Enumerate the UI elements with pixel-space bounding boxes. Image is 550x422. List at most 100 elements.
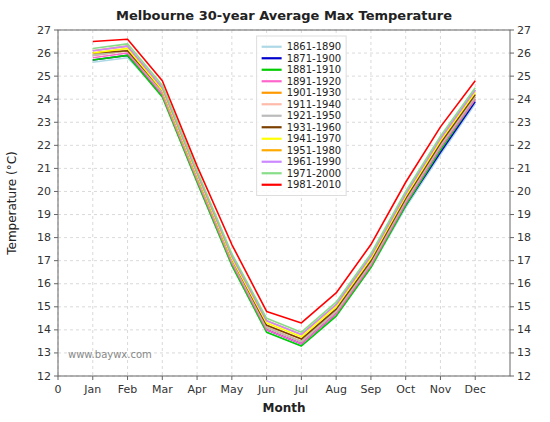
tick [301,376,302,380]
tick-label: 20 [517,185,531,198]
title: Melbourne 30-year Average Max Temperatur… [116,8,452,23]
tick-label: 24 [517,93,531,106]
tick [510,237,514,238]
legend-label: 1901-1930 [287,87,342,98]
tick-label: 14 [37,323,51,336]
legend-swatch [262,92,282,94]
tick-label: 17 [37,254,51,267]
tick-label: 18 [517,231,531,244]
tick [54,53,58,54]
tick-label: 15 [517,300,531,313]
tick [54,122,58,123]
tick-label: Nov [430,383,452,396]
tick-label: Dec [465,383,486,396]
tick [54,376,58,377]
tick-label: 26 [37,47,51,60]
tick-label: 19 [37,208,51,221]
tick [510,122,514,123]
grid-line [197,30,198,376]
tick [510,168,514,169]
tick-label: 27 [517,24,531,37]
plot-frame [58,30,510,376]
tick [231,376,232,380]
legend-label: 1871-1900 [287,53,342,64]
tick [54,76,58,77]
tick-label: 18 [37,231,51,244]
tick [510,53,514,54]
tick [405,376,406,380]
tick-label: Jan [83,383,101,396]
legend-swatch [262,138,282,140]
legend-swatch [262,80,282,82]
tick [475,376,476,380]
legend-swatch [262,69,282,71]
tick-label: 26 [517,47,531,60]
tick [510,76,514,77]
tick [510,329,514,330]
legend-swatch [262,149,282,151]
axes: 1213141516171819202122232425262712131415… [37,24,531,397]
tick [510,260,514,261]
legend: 1861-18901871-19001881-19101891-19201901… [257,36,347,196]
grid-line [440,30,441,376]
grid-line [92,30,93,376]
legend-swatch [262,57,282,59]
grid-line [58,260,510,261]
x-axis-label: Month [262,401,305,415]
tick-label: May [220,383,243,396]
tick [54,145,58,146]
legend-swatch [262,103,282,105]
tick [510,30,514,31]
grid-line [58,306,510,307]
legend-label: 1921-1950 [287,110,342,121]
tick [336,376,337,380]
tick [510,99,514,100]
legend-box [257,36,347,196]
grid-line [58,237,510,238]
grid-line [127,30,128,376]
grid-line [370,30,371,376]
tick-label: 13 [37,346,51,359]
tick-label: 13 [517,346,531,359]
tick-label: 21 [517,162,531,175]
legend-label: 1861-1890 [287,41,342,52]
tick [54,191,58,192]
tick-label: 16 [517,277,531,290]
tick [127,376,128,380]
annotation: www.baywx.com [68,349,152,360]
tick [54,30,58,31]
legend-label: 1951-1980 [287,145,342,156]
tick-label: 15 [37,300,51,313]
tick-label: Aug [325,383,346,396]
tick-label: 25 [517,70,531,83]
tick [197,376,198,380]
tick [54,352,58,353]
tick-label: 19 [517,208,531,221]
tick [54,306,58,307]
tick [54,260,58,261]
tick-label: 27 [37,24,51,37]
legend-swatch [262,161,282,163]
tick-label: Feb [118,383,137,396]
tick-label: Jul [294,383,308,396]
legend-swatch [262,172,282,174]
legend-label: 1971-2000 [287,168,342,179]
tick [54,214,58,215]
tick-label: 17 [517,254,531,267]
grid-line [58,283,510,284]
legend-swatch [262,184,282,186]
tick [510,376,514,377]
tick [510,352,514,353]
tick [54,329,58,330]
legend-swatch [262,126,282,128]
tick [54,168,58,169]
legend-label: 1891-1920 [287,76,342,87]
chart: 1213141516171819202122232425262712131415… [0,0,550,422]
tick-label: Oct [396,383,416,396]
tick-label: 12 [37,370,51,383]
tick [510,283,514,284]
legend-label: 1931-1960 [287,122,342,133]
tick [510,191,514,192]
tick-label: Mar [152,383,173,396]
tick-label: 22 [37,139,51,152]
